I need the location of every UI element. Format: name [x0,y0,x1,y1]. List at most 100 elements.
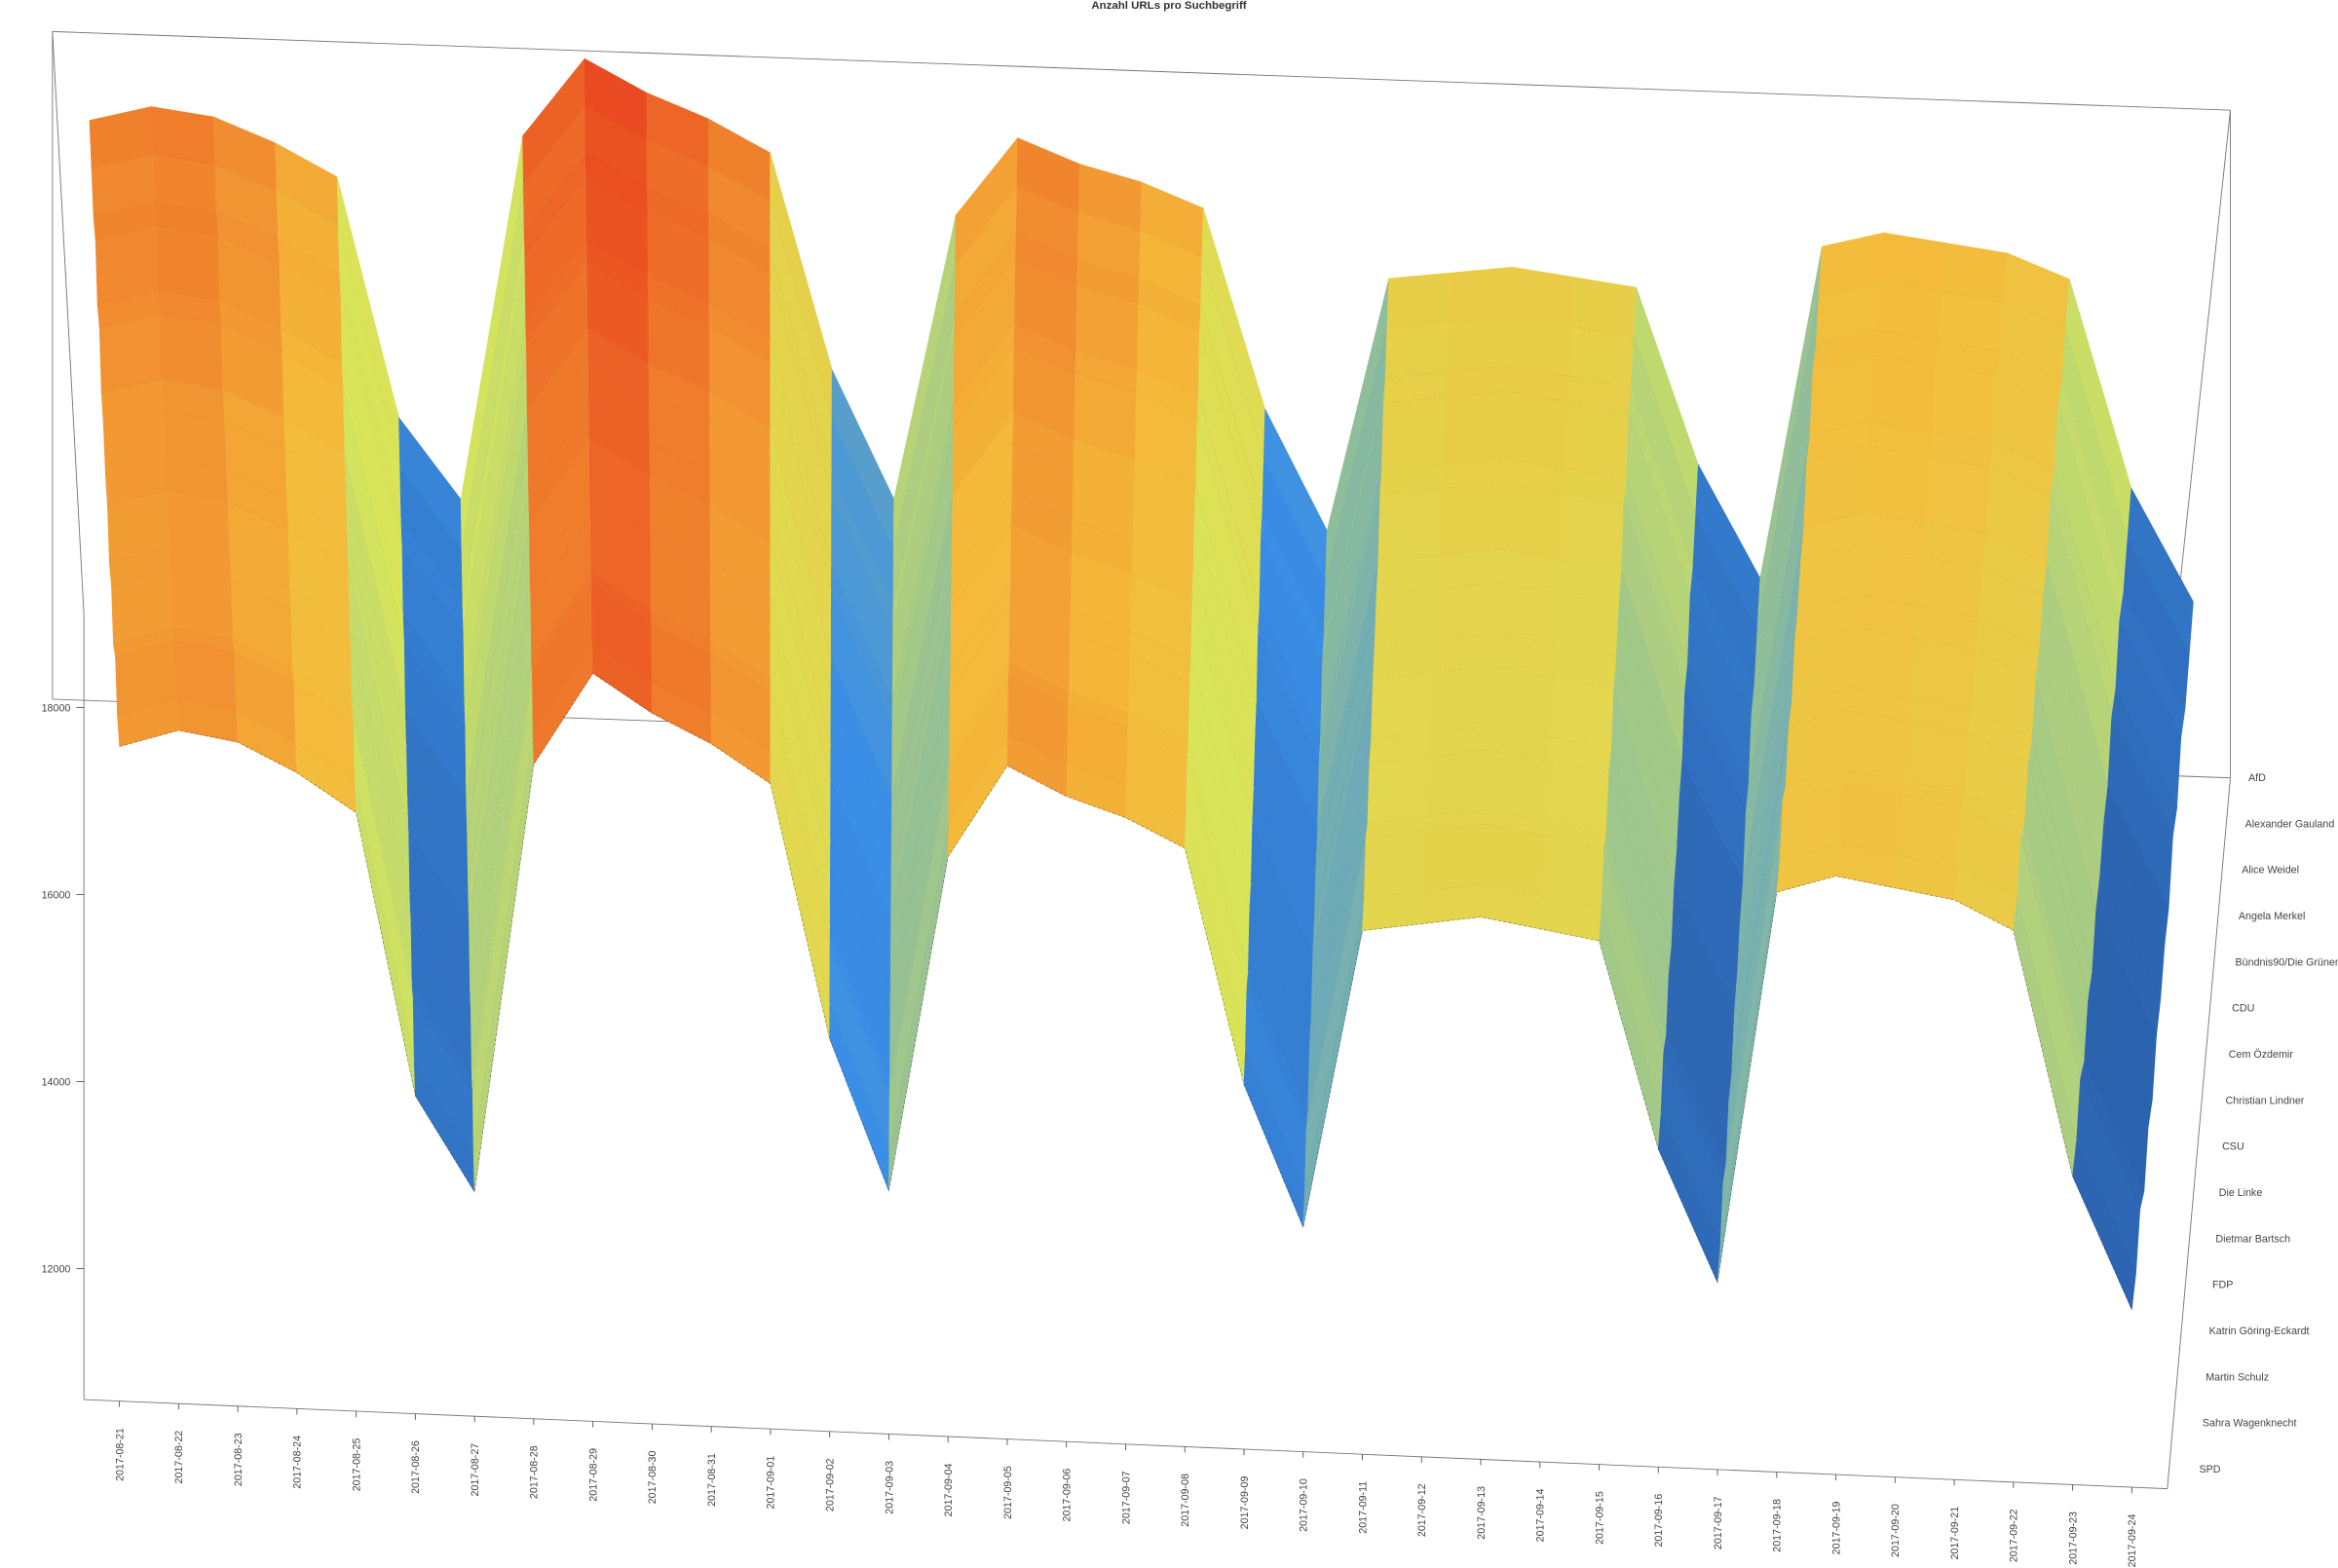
surface-patch [1371,672,1434,740]
x-tick-label: 2017-08-25 [351,1438,362,1492]
box-edge [52,30,2231,111]
x-tick-label: 2017-09-10 [1299,1478,1310,1532]
x-tick-label: 2017-08-21 [114,1428,126,1481]
x-tick-label: 2017-08-23 [233,1433,245,1486]
surface-patch [1386,272,1452,329]
x-tick-label: 2017-09-22 [2009,1509,2020,1562]
y-tick-label: FDP [2212,1280,2233,1291]
surface-patch [1363,830,1426,899]
x-tick-label: 2017-09-01 [766,1456,777,1510]
x-tick-label: 2017-09-21 [1949,1507,1961,1560]
surface-patch [1432,633,1496,674]
x-tick-label: 2017-09-17 [1713,1496,1724,1549]
x-tick-label: 2017-09-04 [943,1464,955,1517]
surface-patch [1426,749,1490,817]
surface-patch [2072,1139,2136,1311]
y-tick-label: Alice Weidel [2242,865,2299,877]
surface-patch [1367,756,1430,824]
surface-patch [1838,783,1903,857]
x-tick-label: 2017-09-24 [2127,1514,2138,1568]
surface-patch [1448,266,1514,323]
box-edge [2167,777,2231,1489]
x-tick-label: 2017-09-23 [2067,1512,2079,1565]
x-tick-label: 2017-09-13 [1476,1486,1488,1540]
y-tick-label: Sahra Wagenknecht [2203,1418,2297,1430]
x-tick-label: 2017-09-09 [1239,1476,1251,1530]
surface-patch [1546,761,1610,834]
surface-patch [1904,722,1970,795]
surface-patch [1362,890,1424,931]
surface-patch [1560,493,1625,573]
box-edge [52,31,85,615]
surface-patch [1422,824,1486,892]
surface-patch [170,570,234,641]
surface-patch [1384,321,1450,379]
x-tick-label: 2017-08-24 [292,1436,304,1489]
surface-patch [1490,666,1555,738]
surface-patch [1551,677,1615,750]
surface-patch [1932,365,1998,444]
x-tick-label: 2017-09-08 [1180,1474,1191,1527]
y-tick-label: Cem Özdemir [2229,1049,2293,1061]
surface-patch [1925,456,1990,536]
surface-patch [1436,549,1500,590]
surface-patch [156,225,221,302]
surface-patch [1499,482,1564,562]
x-tick-label: 2017-09-12 [1416,1483,1428,1537]
x-tick-label: 2017-09-05 [1002,1466,1014,1519]
surface-patch [160,313,224,391]
x-tick-label: 2017-09-16 [1653,1494,1665,1548]
surface-patch [1482,824,1545,897]
y-tick-label: CDU [2232,1003,2254,1015]
surface-patch [1373,639,1436,680]
x-tick-label: 2017-09-07 [1120,1471,1132,1524]
x-tick-label: 2017-09-20 [1890,1504,1902,1557]
x-tick-label: 2017-09-06 [1062,1469,1074,1522]
surface-patch [1487,749,1550,822]
surface-patch [1438,482,1503,557]
z-tick-label: 14000 [42,1076,71,1088]
chart-title: Anzahl URLs pro Suchbegriff [1091,0,1246,12]
x-tick-label: 2017-09-15 [1594,1491,1605,1545]
y-tick-label: Christian Lindner [2225,1095,2304,1106]
x-tick-label: 2017-08-22 [173,1431,185,1484]
y-tick-label: Alexander Gauland [2245,818,2335,830]
x-tick-label: 2017-08-27 [470,1443,481,1497]
x-tick-label: 2017-09-19 [1830,1502,1842,1555]
y-tick-label: AfD [2248,772,2266,784]
y-tick-label: Katrin Göring-Eckardt [2209,1325,2310,1337]
x-tick-label: 2017-08-29 [587,1448,599,1502]
z-tick-label: 18000 [42,702,71,714]
y-tick-label: Martin Schulz [2206,1371,2269,1383]
x-tick-label: 2017-09-18 [1772,1499,1784,1552]
surface-patch [1503,391,1568,469]
surface-patch [1870,355,1937,433]
surface-patch [1541,836,1604,909]
x-tick-label: 2017-09-03 [884,1461,895,1514]
x-tick-label: 2017-09-02 [825,1458,837,1512]
z-tick-label: 16000 [42,889,71,901]
z-tick-label: 12000 [42,1263,71,1275]
x-tick-label: 2017-09-11 [1357,1481,1369,1534]
surface-patch [1845,710,1909,783]
surface-patch [1442,391,1507,465]
y-tick-label: CSU [2222,1141,2244,1153]
y-tick-label: Die Linke [2219,1187,2263,1199]
y-tick-label: SPD [2200,1464,2221,1475]
x-tick-label: 2017-08-31 [706,1453,718,1507]
surface-patch [167,490,231,560]
x-tick-label: 2017-08-26 [410,1440,422,1494]
surface-patch [1381,396,1446,470]
surface-patch [1911,639,1977,711]
surface-patch [1446,316,1511,373]
surface-patch [1376,555,1440,596]
surface-patch [1377,488,1442,563]
surface-patch [1430,666,1494,733]
surface-patch [1374,588,1438,647]
surface-patch [1434,582,1498,641]
y-tick-label: Bündnis90/Die Grünen [2236,956,2338,968]
x-tick-label: 2017-08-28 [529,1445,541,1499]
y-tick-label: Angela Merkel [2239,911,2305,922]
y-tick-label: Dietmar Bartsch [2215,1233,2290,1245]
